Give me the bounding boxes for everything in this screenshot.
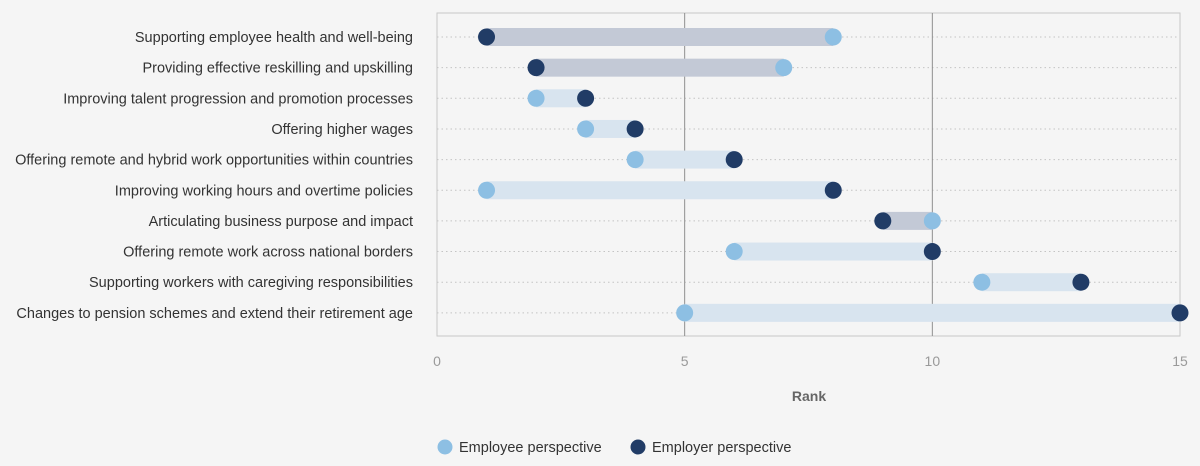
- employer-point: [577, 89, 595, 107]
- x-tick-labels: 0 5 10 15: [433, 353, 1188, 369]
- employer-point: [874, 212, 892, 230]
- employee-point: [725, 243, 743, 261]
- employee-point: [478, 181, 496, 199]
- range-bar: [981, 273, 1081, 292]
- employee-point: [626, 151, 644, 169]
- range-bar: [486, 28, 834, 46]
- employee-point: [577, 120, 595, 138]
- employer-point: [824, 181, 842, 199]
- category-labels: Supporting employee health and well-bein…: [15, 30, 413, 322]
- legend-item-employer[interactable]: Employer perspective: [630, 439, 792, 457]
- legend-item-employee[interactable]: Employee perspective: [437, 439, 602, 457]
- range-bar: [536, 58, 784, 77]
- category-label: Articulating business purpose and impact: [149, 214, 413, 230]
- legend: Employee perspective Employer perspectiv…: [437, 439, 792, 457]
- category-label: Offering higher wages: [271, 122, 413, 138]
- employer-point: [1171, 304, 1189, 322]
- employee-point: [527, 89, 545, 107]
- range-bar: [536, 89, 586, 108]
- employee-point: [676, 304, 694, 322]
- x-tick-label: 15: [1172, 353, 1188, 369]
- category-label: Providing effective reskilling and upski…: [142, 61, 413, 77]
- employee-point: [973, 273, 991, 291]
- plot-frame: [436, 12, 1181, 337]
- category-label: Supporting employee health and well-bein…: [135, 30, 413, 46]
- range-bar: [635, 150, 735, 169]
- range-bar: [684, 303, 1180, 322]
- employee-point: [923, 212, 941, 230]
- employer-point: [626, 120, 644, 138]
- range-bar: [585, 119, 636, 138]
- range-bar: [486, 181, 834, 200]
- x-tick-label: 5: [681, 353, 689, 369]
- row-guides: [437, 36, 1180, 314]
- employer-point: [923, 243, 941, 261]
- category-label: Offering remote and hybrid work opportun…: [15, 153, 413, 169]
- legend-employer-marker: [630, 439, 646, 455]
- employer-point: [725, 151, 743, 169]
- employer-point: [1072, 273, 1090, 291]
- range-bar: [882, 211, 933, 230]
- employee-point: [775, 59, 793, 77]
- data-points: [478, 28, 1189, 322]
- category-label: Supporting workers with caregiving respo…: [89, 275, 413, 291]
- x-tick-label: 10: [925, 353, 941, 369]
- category-label: Improving talent progression and promoti…: [63, 91, 413, 107]
- x-tick-label: 0: [433, 353, 441, 369]
- employer-point: [478, 28, 496, 46]
- range-bar: [734, 242, 933, 261]
- category-label: Improving working hours and overtime pol…: [115, 183, 413, 199]
- employer-point: [527, 59, 545, 77]
- range-bars: [486, 28, 1180, 322]
- legend-employee-label: Employee perspective: [459, 440, 602, 456]
- legend-employee-marker: [437, 439, 453, 455]
- x-axis-title: Rank: [792, 388, 826, 404]
- legend-employer-label: Employer perspective: [652, 440, 791, 456]
- employee-point: [824, 28, 842, 46]
- category-label: Changes to pension schemes and extend th…: [16, 306, 413, 322]
- category-label: Offering remote work across national bor…: [123, 245, 413, 261]
